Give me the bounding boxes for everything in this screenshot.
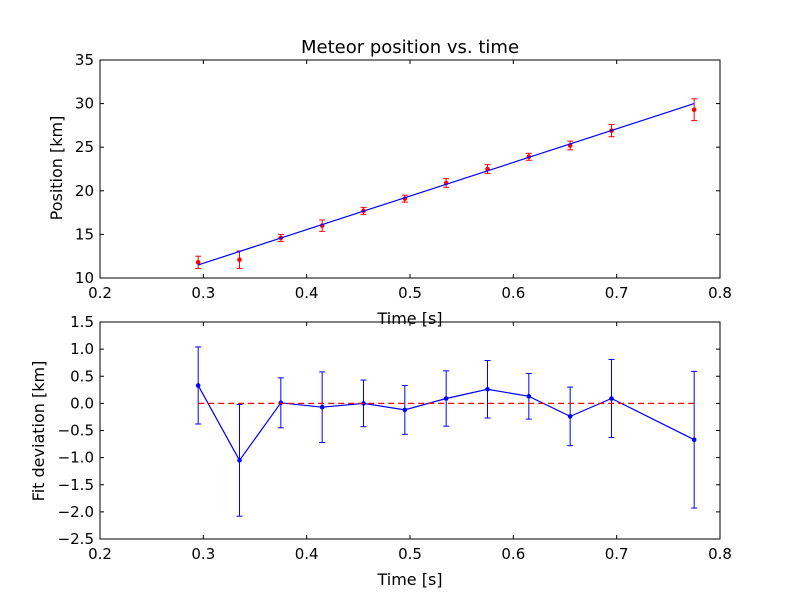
y-tick-label: 0.0 xyxy=(70,394,94,412)
y-axis-label: Position [km] xyxy=(47,116,66,221)
x-tick-label: 0.6 xyxy=(501,284,525,302)
y-tick-label: 35 xyxy=(75,51,94,69)
x-axis-label: Time [s] xyxy=(376,570,442,589)
x-tick-label: 0.7 xyxy=(605,545,629,563)
series-line xyxy=(197,103,695,266)
series-line xyxy=(197,385,695,462)
x-tick-label: 0.7 xyxy=(605,284,629,302)
data-point xyxy=(443,396,449,401)
panel-title: Meteor position vs. time xyxy=(301,37,519,58)
x-tick-label: 0.3 xyxy=(191,284,215,302)
data-point xyxy=(237,458,242,463)
y-tick-label: 20 xyxy=(75,182,94,200)
series-group xyxy=(195,98,698,269)
y-tick-label: 30 xyxy=(75,95,94,113)
data-point xyxy=(402,407,408,413)
y-tick-label: −1.5 xyxy=(58,476,94,494)
series-group xyxy=(195,346,698,517)
data-point xyxy=(567,414,573,419)
y-tick-label: 0.5 xyxy=(70,367,94,385)
y-tick-label: −2.0 xyxy=(58,503,94,521)
y-tick-label: 1.0 xyxy=(70,340,94,358)
x-axis-label: Time [s] xyxy=(376,309,442,328)
y-tick-label: 15 xyxy=(75,225,94,243)
data-point xyxy=(237,257,242,262)
x-tick-label: 0.2 xyxy=(88,545,112,563)
x-tick-label: 0.3 xyxy=(191,545,215,563)
data-point xyxy=(526,394,532,399)
y-tick-label: −1.0 xyxy=(58,449,94,467)
y-tick-label: 10 xyxy=(75,269,94,287)
data-point xyxy=(195,383,201,388)
x-tick-label: 0.4 xyxy=(295,545,319,563)
deviation-panel: Time [s] Fit deviation [km] 0.2 0.3 0.4 0.5… xyxy=(29,313,732,589)
data-point xyxy=(691,437,697,443)
position-panel: Meteor position vs. time Time [s] Positi… xyxy=(47,37,732,328)
data-point xyxy=(485,386,490,392)
x-tick-label: 0.8 xyxy=(708,545,732,563)
y-axis-label: Fit deviation [km] xyxy=(29,361,48,502)
x-tick-label: 0.5 xyxy=(398,284,422,302)
x-tick-label: 0.2 xyxy=(88,284,112,302)
plot-frame xyxy=(99,59,721,279)
x-tick-label: 0.6 xyxy=(501,545,525,563)
data-point xyxy=(319,404,325,410)
x-tick-label: 0.4 xyxy=(295,284,319,302)
data-point xyxy=(609,396,614,401)
y-tick-label: −0.5 xyxy=(58,422,94,440)
y-tick-label: −2.5 xyxy=(58,530,94,548)
y-tick-label: 25 xyxy=(75,138,94,156)
data-point xyxy=(195,260,201,265)
x-tick-label: 0.5 xyxy=(398,545,422,563)
data-point xyxy=(691,107,697,113)
plot-frame xyxy=(99,321,721,540)
x-tick-label: 0.8 xyxy=(708,284,732,302)
y-tick-label: 1.5 xyxy=(70,313,94,331)
